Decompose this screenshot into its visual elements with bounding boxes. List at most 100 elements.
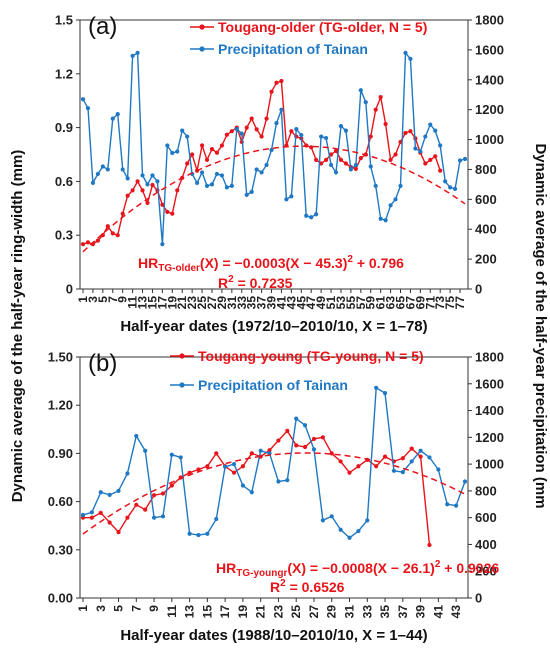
panel-a-series-ring-width-point xyxy=(185,161,190,166)
panel-b-trend-r-squared: R2 = 0.6526 xyxy=(270,578,345,595)
panel-b-x-tick-label: 33 xyxy=(360,605,374,619)
panel-b-series-precipitation-point xyxy=(178,455,183,460)
panel-a-series-ring-width-point xyxy=(333,148,339,154)
panel-a-trend-r-squared: R2 = 0.7235 xyxy=(218,274,293,291)
panel-b-series-precipitation-point xyxy=(258,448,263,453)
panel-a-series-ring-width-point xyxy=(378,95,383,100)
panel-a-series-precipitation-point xyxy=(175,149,180,154)
panel-b-x-tick-label: 43 xyxy=(449,605,463,619)
panel-a-series-precipitation-point xyxy=(428,122,433,127)
panel-a-series-ring-width-point xyxy=(433,154,438,159)
panel-b-legend-label-ring-width: Tougang-young (TG-young, N = 5) xyxy=(198,348,424,364)
panel-a-series-precipitation-point xyxy=(150,173,155,178)
panel-b-series-precipitation-point xyxy=(365,518,370,523)
panel-b-x-tick-label: 35 xyxy=(378,605,392,619)
panel-b-x-tick-label: 3 xyxy=(94,605,108,612)
panel-b-left-tick-label: 1.20 xyxy=(48,398,73,413)
panel-b-series-ring-width-point xyxy=(311,436,317,442)
panel-b-series-precipitation-point xyxy=(347,535,352,540)
panel-a-series-ring-width-point xyxy=(190,152,195,157)
panel-a: 0 0.3 0.6 0.9 1.2 1.5 0 200 400 600 800 1000 1200 140… xyxy=(55,13,504,336)
panel-b-series-ring-width-point xyxy=(160,491,166,496)
panel-b-series-precipitation-point xyxy=(400,470,405,475)
panel-a-series-ring-width-point xyxy=(393,152,398,157)
panel-a-series-ring-width-point xyxy=(219,143,225,148)
panel-b-series-precipitation-point xyxy=(294,416,299,421)
panel-a-series-precipitation-point xyxy=(254,167,259,172)
panel-a-x-tick-label: 41 xyxy=(274,296,288,310)
panel-a-series-precipitation-point xyxy=(309,215,314,220)
panel-a-x-tick-label: 69 xyxy=(413,296,427,310)
panel-b-series-ring-width-point xyxy=(382,454,388,459)
panel-b-series-ring-width-point xyxy=(427,542,432,548)
panel-a-series-precipitation-point xyxy=(244,192,249,197)
panel-a-series-precipitation-point xyxy=(363,100,368,105)
panel-a-series-precipitation-point xyxy=(408,56,413,61)
panel-a-right-tick-label: 600 xyxy=(475,192,497,207)
panel-a-series-ring-width-point xyxy=(170,211,175,216)
panel-a-series-ring-width-point xyxy=(338,157,344,162)
panel-a-series-ring-width-point xyxy=(160,202,165,207)
panel-a-x-tick-label: 29 xyxy=(215,296,229,310)
panel-a-series-ring-width-point xyxy=(423,161,428,166)
panel-a-series-ring-width-point xyxy=(274,80,279,85)
panel-a-series-precipitation-point xyxy=(393,197,398,202)
panel-a-series-precipitation-point xyxy=(294,126,299,132)
panel-a-series-precipitation-point xyxy=(224,185,229,190)
panel-a-series-ring-width-point xyxy=(244,125,249,130)
panel-b-x-tick-label: 19 xyxy=(236,605,250,619)
panel-a-series-precipitation-point xyxy=(289,194,294,199)
panel-b-series-precipitation-point xyxy=(231,462,237,467)
panel-a-x-tick-label: 15 xyxy=(145,296,159,310)
panel-b-series-ring-width-point xyxy=(116,530,121,535)
panel-a-series-precipitation-point xyxy=(443,179,448,184)
panel-b-right-tick-label: 600 xyxy=(475,510,497,525)
panel-b-plot-frame xyxy=(79,356,469,599)
panel-a-series-ring-width-point xyxy=(140,188,145,193)
panel-b-right-tick-label: 1800 xyxy=(475,350,504,365)
panel-b-series-precipitation-point xyxy=(134,433,139,439)
panel-b-series-precipitation-point xyxy=(214,516,219,522)
panel-b-series-precipitation-point xyxy=(382,391,388,396)
panel-b-trend-curve xyxy=(82,452,466,535)
panel-b-r-squared-part: = 0.6526 xyxy=(286,579,345,595)
panel-a-series-precipitation-point xyxy=(358,88,363,93)
panel-a-x-tick-label: 63 xyxy=(384,296,398,310)
panel-b-equation-part: HR xyxy=(216,560,236,576)
panel-b-series-precipitation-point xyxy=(445,502,450,507)
panel-b-series-ring-width-point xyxy=(374,464,379,469)
panel-a-series-ring-width-point xyxy=(269,89,274,94)
panel-b-left-tick-label: 0.00 xyxy=(48,591,73,606)
panel-a-x-tick-label: 11 xyxy=(126,296,140,309)
panel-a-x-tick-label: 75 xyxy=(443,296,457,310)
panel-b-series-precipitation-point xyxy=(89,510,94,515)
panel-a-series-precipitation-point xyxy=(249,189,254,194)
panel-a-x-tick-label: 7 xyxy=(106,296,120,303)
panel-b-left-tick-label: 0.60 xyxy=(48,494,73,509)
panel-a-series-ring-width-point xyxy=(105,224,110,229)
panel-a-x-tick-label: 9 xyxy=(116,296,130,303)
panel-b-series-precipitation-point xyxy=(160,514,166,519)
panel-a-series-ring-width-point xyxy=(383,121,388,127)
panel-b-series-ring-width-point xyxy=(409,446,414,451)
panel-b-right-tick-label: 800 xyxy=(475,483,497,498)
panel-b-legend-marker-precipitation xyxy=(179,382,185,388)
panel-a-series-precipitation-point xyxy=(95,171,100,177)
panel-b-series-ring-width-point xyxy=(196,467,201,472)
panel-b-series-precipitation-point xyxy=(116,488,121,493)
panel-a-series-ring-width-point xyxy=(199,143,205,148)
panel-a-series-precipitation-point xyxy=(110,116,115,121)
panel-a-x-tick-label: 71 xyxy=(423,296,437,310)
panel-a-series-ring-width-point xyxy=(209,147,215,152)
panel-a-x-tick-label: 25 xyxy=(195,296,209,310)
panel-a-series-ring-width-point xyxy=(130,188,135,193)
panel-b-series-precipitation-point xyxy=(249,490,254,495)
panel-a-equation-part: HR xyxy=(138,255,158,271)
panel-a-series-precipitation-point xyxy=(125,176,130,181)
panel-b-series-ring-width-point xyxy=(214,451,219,456)
panel-a-series-precipitation-point xyxy=(388,203,393,208)
panel-a-series-precipitation-point xyxy=(338,124,344,129)
panel-a-series-precipitation-point xyxy=(343,128,349,133)
panel-b-x-tick-label: 27 xyxy=(307,605,321,619)
panel-a-series-precipitation-point xyxy=(155,179,160,184)
